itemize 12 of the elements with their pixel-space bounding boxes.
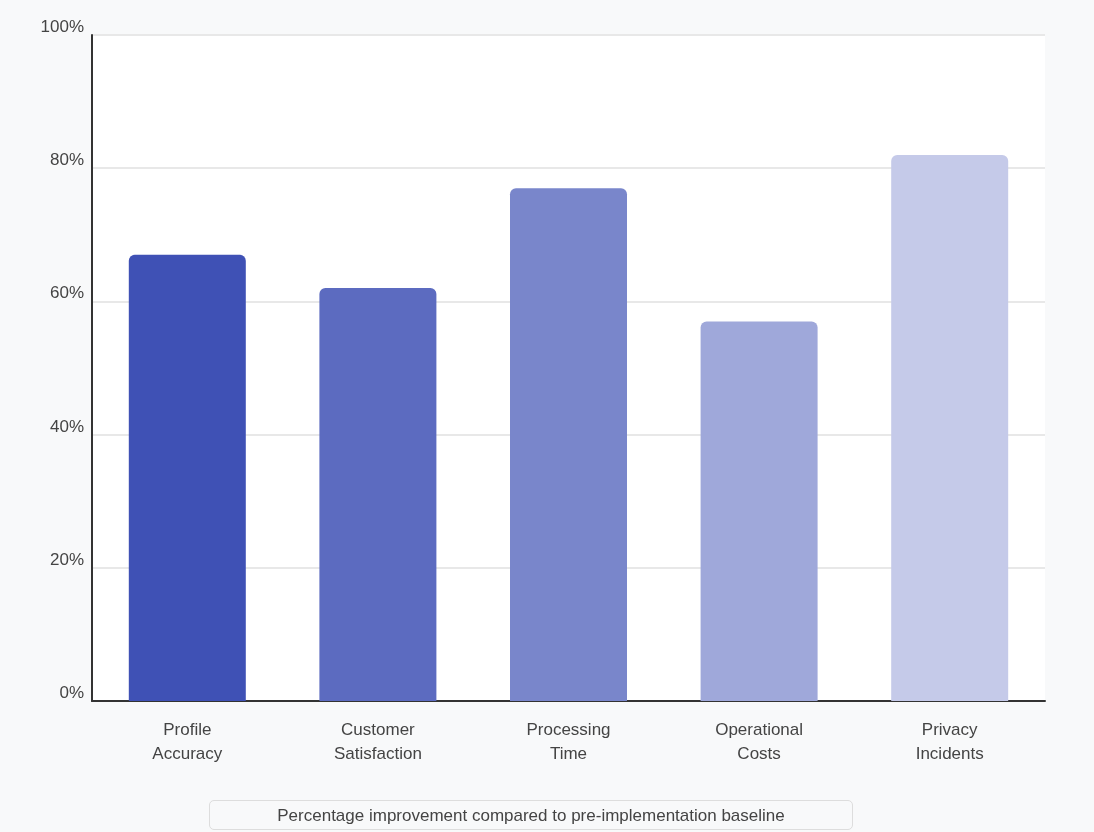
x-tick-label: Privacy Incidents [915, 719, 984, 763]
x-tick-label: Operational Costs [715, 719, 804, 763]
x-tick-label: Profile Accuracy [152, 719, 223, 763]
x-tick-label: Customer Satisfaction [333, 719, 422, 763]
y-tick-label: 0% [59, 683, 84, 702]
y-tick-label: 80% [49, 150, 84, 170]
y-tick-label: 60% [49, 283, 84, 303]
text: Percentage improvement compared to pre-implementation baseline [209, 800, 853, 830]
x-tick-label: Processing Time [526, 719, 611, 763]
y-tick-label: 100% [40, 17, 84, 36]
y-tick-label: 40% [49, 416, 84, 436]
y-tick-label: 20% [49, 549, 84, 569]
